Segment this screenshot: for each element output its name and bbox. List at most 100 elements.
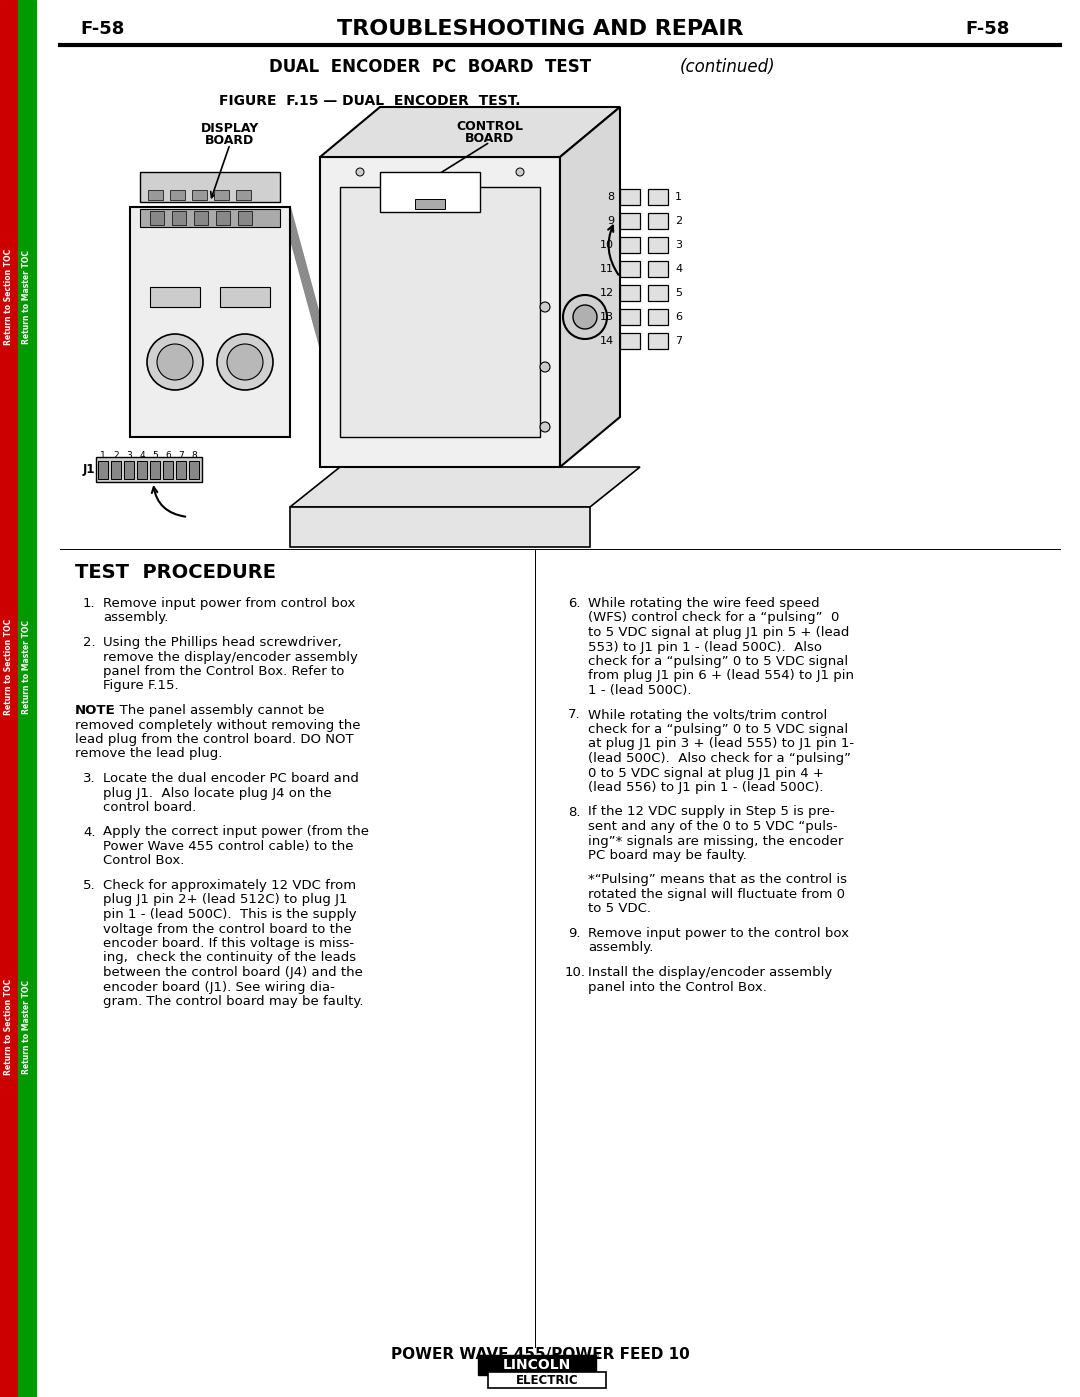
Bar bbox=[415, 198, 445, 210]
Bar bbox=[488, 1372, 606, 1389]
Text: Figure F.15.: Figure F.15. bbox=[103, 679, 178, 693]
Bar bbox=[648, 309, 669, 326]
Text: LINCOLN: LINCOLN bbox=[503, 1358, 571, 1372]
Text: lead plug from the control board. DO NOT: lead plug from the control board. DO NOT bbox=[75, 733, 353, 746]
Bar bbox=[163, 461, 173, 479]
Text: Using the Phillips head screwdriver,: Using the Phillips head screwdriver, bbox=[103, 636, 341, 650]
Bar bbox=[150, 211, 164, 225]
Text: remove the display/encoder assembly: remove the display/encoder assembly bbox=[103, 651, 357, 664]
Text: 6: 6 bbox=[675, 312, 681, 321]
Bar bbox=[194, 211, 208, 225]
Bar bbox=[620, 189, 640, 205]
Circle shape bbox=[573, 305, 597, 330]
Text: 14: 14 bbox=[599, 337, 615, 346]
Text: FIGURE  F.15 — DUAL  ENCODER  TEST.: FIGURE F.15 — DUAL ENCODER TEST. bbox=[219, 94, 521, 108]
Text: Remove input power to the control box: Remove input power to the control box bbox=[588, 928, 849, 940]
Text: J1: J1 bbox=[82, 462, 95, 475]
Bar bbox=[137, 461, 147, 479]
Text: DISPLAY: DISPLAY bbox=[201, 123, 259, 136]
Bar bbox=[648, 189, 669, 205]
Text: BOARD: BOARD bbox=[465, 131, 515, 144]
Text: 7: 7 bbox=[675, 337, 683, 346]
Text: TROUBLESHOOTING AND REPAIR: TROUBLESHOOTING AND REPAIR bbox=[337, 20, 743, 39]
Text: 553) to J1 pin 1 - (lead 500C).  Also: 553) to J1 pin 1 - (lead 500C). Also bbox=[588, 640, 822, 654]
Text: 3: 3 bbox=[675, 240, 681, 250]
Text: Return to Section TOC: Return to Section TOC bbox=[4, 619, 14, 715]
Text: F-58: F-58 bbox=[966, 20, 1010, 38]
Text: assembly.: assembly. bbox=[588, 942, 653, 954]
Bar bbox=[111, 461, 121, 479]
Text: : The panel assembly cannot be: : The panel assembly cannot be bbox=[111, 704, 324, 717]
Circle shape bbox=[356, 168, 364, 176]
Bar bbox=[648, 285, 669, 300]
Bar bbox=[648, 261, 669, 277]
Text: (lead 500C).  Also check for a “pulsing”: (lead 500C). Also check for a “pulsing” bbox=[588, 752, 851, 766]
Polygon shape bbox=[561, 108, 620, 467]
Text: 8: 8 bbox=[607, 191, 615, 203]
Bar bbox=[124, 461, 134, 479]
Text: 7.: 7. bbox=[568, 708, 581, 721]
Bar bbox=[189, 461, 199, 479]
Bar bbox=[96, 457, 202, 482]
Text: *“Pulsing” means that as the control is: *“Pulsing” means that as the control is bbox=[588, 873, 847, 887]
Bar bbox=[192, 190, 207, 200]
Polygon shape bbox=[291, 467, 640, 507]
Bar bbox=[98, 461, 108, 479]
Text: 6.: 6. bbox=[568, 597, 581, 610]
Text: Return to Master TOC: Return to Master TOC bbox=[23, 250, 31, 344]
Text: 1: 1 bbox=[100, 450, 106, 460]
Text: Control Box.: Control Box. bbox=[103, 855, 185, 868]
Bar bbox=[148, 190, 163, 200]
Text: If the 12 VDC supply in Step 5 is pre-: If the 12 VDC supply in Step 5 is pre- bbox=[588, 806, 835, 819]
Bar bbox=[150, 286, 200, 307]
Circle shape bbox=[516, 168, 524, 176]
Text: 2: 2 bbox=[113, 450, 119, 460]
Circle shape bbox=[540, 362, 550, 372]
Circle shape bbox=[227, 344, 264, 380]
Bar bbox=[478, 1355, 596, 1375]
Text: ®: ® bbox=[592, 1352, 600, 1362]
Text: 5: 5 bbox=[152, 450, 158, 460]
Text: 4.: 4. bbox=[83, 826, 95, 838]
Text: 6: 6 bbox=[165, 450, 171, 460]
Text: Locate the dual encoder PC board and: Locate the dual encoder PC board and bbox=[103, 773, 359, 785]
Text: panel into the Control Box.: panel into the Control Box. bbox=[588, 981, 767, 993]
Text: 1 - (lead 500C).: 1 - (lead 500C). bbox=[588, 685, 691, 697]
Bar bbox=[130, 207, 291, 437]
Text: 8.: 8. bbox=[568, 806, 581, 819]
Circle shape bbox=[217, 334, 273, 390]
Text: removed completely without removing the: removed completely without removing the bbox=[75, 718, 361, 732]
Text: (lead 556) to J1 pin 1 - (lead 500C).: (lead 556) to J1 pin 1 - (lead 500C). bbox=[588, 781, 824, 793]
Bar bbox=[620, 261, 640, 277]
Text: Return to Section TOC: Return to Section TOC bbox=[4, 249, 14, 345]
Text: Power Wave 455 control cable) to the: Power Wave 455 control cable) to the bbox=[103, 840, 353, 854]
Text: Return to Master TOC: Return to Master TOC bbox=[23, 620, 31, 714]
Text: voltage from the control board to the: voltage from the control board to the bbox=[103, 922, 352, 936]
Text: 11: 11 bbox=[600, 264, 615, 274]
Text: (WFS) control check for a “pulsing”  0: (WFS) control check for a “pulsing” 0 bbox=[588, 612, 839, 624]
Bar bbox=[237, 190, 251, 200]
Text: Install the display/encoder assembly: Install the display/encoder assembly bbox=[588, 965, 833, 979]
Bar bbox=[620, 309, 640, 326]
Text: between the control board (J4) and the: between the control board (J4) and the bbox=[103, 965, 363, 979]
Circle shape bbox=[157, 344, 193, 380]
Text: 10.: 10. bbox=[565, 965, 586, 979]
Text: check for a “pulsing” 0 to 5 VDC signal: check for a “pulsing” 0 to 5 VDC signal bbox=[588, 655, 848, 668]
Text: 5.: 5. bbox=[83, 879, 96, 893]
Text: encoder board. If this voltage is miss-: encoder board. If this voltage is miss- bbox=[103, 937, 354, 950]
Bar bbox=[340, 187, 540, 437]
Text: control board.: control board. bbox=[103, 800, 197, 814]
Bar bbox=[291, 507, 590, 548]
Bar bbox=[140, 172, 280, 203]
Circle shape bbox=[540, 422, 550, 432]
Text: (continued): (continued) bbox=[680, 59, 775, 75]
Text: While rotating the wire feed speed: While rotating the wire feed speed bbox=[588, 597, 820, 610]
Bar bbox=[620, 212, 640, 229]
Text: 2: 2 bbox=[675, 217, 683, 226]
Circle shape bbox=[540, 302, 550, 312]
Text: Apply the correct input power (from the: Apply the correct input power (from the bbox=[103, 826, 369, 838]
Text: 5: 5 bbox=[675, 288, 681, 298]
Text: Check for approximately 12 VDC from: Check for approximately 12 VDC from bbox=[103, 879, 356, 893]
Text: remove the lead plug.: remove the lead plug. bbox=[75, 747, 222, 760]
Bar bbox=[620, 332, 640, 349]
